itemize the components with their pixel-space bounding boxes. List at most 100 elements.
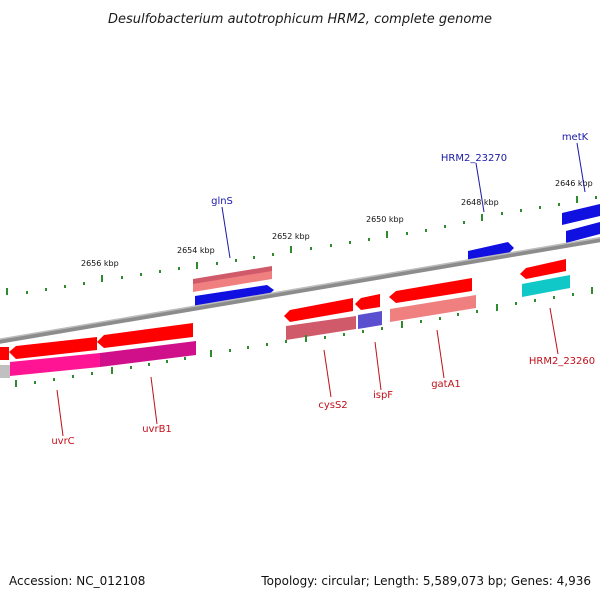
- leader-ispF: [374, 341, 382, 391]
- tick-mark: [196, 262, 198, 269]
- tick-mark: [235, 259, 237, 262]
- outer-tick-ring: [6, 196, 597, 295]
- tick-mark: [290, 246, 292, 253]
- tick-mark: [457, 313, 459, 316]
- leader-gatA1: [436, 329, 445, 379]
- tick-mark: [401, 321, 403, 328]
- gene-uvrC[interactable]: [9, 337, 97, 359]
- tick-mark: [15, 380, 17, 387]
- gene-label-metK[interactable]: metK: [562, 132, 589, 143]
- gene-blue-forward-edge[interactable]: [566, 222, 600, 243]
- leader-uvrC: [56, 389, 64, 437]
- accession-text: Accession: NC_012108: [9, 574, 146, 588]
- kbp-label: 2650 kbp: [366, 215, 404, 224]
- tick-mark: [26, 291, 28, 294]
- tick-mark: [324, 336, 326, 339]
- gene-red-edge[interactable]: [0, 347, 9, 360]
- kbp-label: 2652 kbp: [272, 232, 310, 241]
- kbp-labels: 2656 kbp 2654 kbp 2652 kbp 2650 kbp 2648…: [81, 179, 593, 268]
- tick-mark: [310, 247, 312, 250]
- tick-mark: [439, 317, 441, 320]
- tick-mark: [285, 340, 287, 343]
- tick-mark: [72, 375, 74, 378]
- gene-gatA1[interactable]: [389, 278, 472, 303]
- tick-mark: [266, 343, 268, 346]
- tick-mark: [184, 357, 186, 360]
- gene-gatA1-shade: [390, 295, 476, 322]
- tick-mark: [330, 244, 332, 247]
- tick-mark: [216, 262, 218, 265]
- tick-mark: [34, 381, 36, 384]
- tick-mark: [553, 296, 555, 299]
- gene-ispF-shade: [358, 311, 382, 329]
- tick-mark: [572, 293, 574, 296]
- tick-mark: [444, 225, 446, 228]
- leader-glnS: [221, 206, 231, 259]
- tick-mark: [515, 302, 517, 305]
- leader-HRM2-23270: [475, 162, 485, 213]
- tick-mark: [362, 330, 364, 333]
- tick-mark: [381, 327, 383, 330]
- gene-label-gatA1[interactable]: gatA1: [431, 379, 461, 390]
- gene-label-uvrB1[interactable]: uvrB1: [142, 424, 172, 435]
- gene-label-HRM2-23260[interactable]: HRM2_23260: [529, 356, 595, 367]
- gene-label-cysS2[interactable]: cysS2: [318, 400, 347, 411]
- tick-mark: [101, 275, 103, 282]
- tick-mark: [349, 241, 351, 244]
- genome-summary-text: Topology: circular; Length: 5,589,073 bp…: [261, 574, 591, 588]
- tick-mark: [148, 363, 150, 366]
- gene-ispF[interactable]: [355, 294, 380, 310]
- tick-mark: [463, 221, 465, 224]
- tick-mark: [178, 267, 180, 270]
- tick-mark: [481, 214, 483, 221]
- gene-label-glnS[interactable]: glnS: [211, 196, 233, 207]
- tick-mark: [140, 273, 142, 276]
- genome-backbone: [0, 237, 600, 344]
- gene-label-uvrC[interactable]: uvrC: [51, 436, 74, 447]
- gene-magenta-right[interactable]: [100, 341, 196, 367]
- tick-mark: [496, 304, 498, 311]
- tick-mark: [247, 346, 249, 349]
- tick-mark: [386, 231, 388, 238]
- tick-mark: [305, 335, 307, 342]
- tick-mark: [83, 282, 85, 285]
- leader-HRM2-23260: [549, 307, 559, 355]
- leader-metK: [576, 142, 586, 193]
- genome-backbone-highlight: [0, 236, 600, 340]
- tick-mark: [406, 232, 408, 235]
- leader-cysS2: [323, 349, 332, 398]
- leader-lines: [56, 142, 586, 437]
- tick-mark: [130, 366, 132, 369]
- gene-uvrB1[interactable]: [97, 323, 193, 348]
- tick-mark: [53, 378, 55, 381]
- gene-cysS2[interactable]: [284, 298, 353, 322]
- tick-mark: [64, 285, 66, 288]
- inner-tick-ring: [15, 287, 593, 387]
- tick-mark: [576, 196, 578, 203]
- kbp-label: 2646 kbp: [555, 179, 593, 188]
- gene-label-HRM2-23270[interactable]: HRM2_23270: [441, 153, 507, 164]
- tick-mark: [368, 238, 370, 241]
- gene-metK[interactable]: [562, 204, 600, 225]
- tick-mark: [210, 350, 212, 357]
- tick-mark: [6, 288, 8, 295]
- tick-mark: [166, 360, 168, 363]
- tick-mark: [272, 253, 274, 256]
- tick-mark: [595, 196, 597, 199]
- tick-mark: [229, 349, 231, 352]
- gene-red-right[interactable]: [520, 259, 566, 279]
- tick-mark: [558, 203, 560, 206]
- tick-mark: [343, 333, 345, 336]
- tick-mark: [91, 372, 93, 375]
- kbp-label: 2654 kbp: [177, 246, 215, 255]
- map-title: Desulfobacterium autotrophicum HRM2, com…: [108, 12, 492, 27]
- gene-HRM2-23260[interactable]: [522, 275, 570, 297]
- gene-label-ispF[interactable]: ispF: [373, 390, 393, 401]
- gene-glnS-shade: [193, 271, 272, 292]
- tick-mark: [420, 320, 422, 323]
- gene-magenta-left[interactable]: [10, 353, 100, 376]
- tick-mark: [539, 206, 541, 209]
- gene-labels: glnS HRM2_23270 metK uvrC uvrB1 cysS2 is…: [51, 132, 595, 447]
- kbp-label: 2656 kbp: [81, 259, 119, 268]
